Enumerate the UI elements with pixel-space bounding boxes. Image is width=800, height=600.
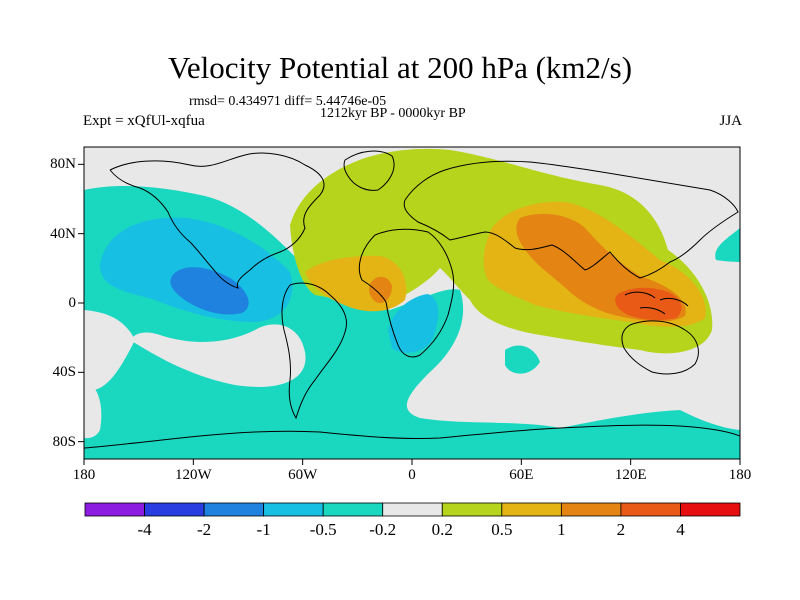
contour-atlantic-light-blue (388, 294, 439, 353)
chart-title: Velocity Potential at 200 hPa (km2/s) (167, 50, 633, 85)
coast-eurasia (403, 160, 739, 279)
colorbar-label: 1 (557, 520, 566, 539)
colorbar-label: 0.5 (491, 520, 513, 539)
contour-pacific-blue (170, 267, 249, 315)
x-tick-label: 0 (408, 467, 416, 483)
x-tick-label: 60W (288, 467, 318, 483)
y-tick-label: 0 (68, 295, 77, 311)
coastlines (84, 150, 740, 449)
x-tick-label: 60E (509, 467, 534, 483)
colorbar-swatch (322, 502, 384, 517)
x-tick-label: 180 (728, 467, 752, 483)
coast-greenland (343, 150, 395, 191)
colorbar-swatch (84, 502, 145, 517)
colorbar-swatch (620, 502, 681, 517)
colorbar (84, 502, 741, 517)
colorbar-swatch (203, 502, 265, 517)
y-tick-label: 80S (52, 433, 76, 450)
y-tick-label: 40N (50, 225, 76, 242)
y-tick-label: 40S (52, 364, 76, 381)
colorbar-swatch (680, 502, 741, 517)
coast-north-america (109, 152, 325, 289)
contour-pacific-negative-east (715, 228, 740, 262)
coast-australia (621, 320, 699, 375)
colorbar-label: -4 (137, 520, 152, 539)
contour-maritime-red (615, 287, 682, 321)
x-tick-label: 120W (174, 467, 212, 483)
coast-south-america (281, 282, 347, 420)
colorbar-label: -0.2 (369, 520, 397, 539)
colorbar-label: -0.5 (309, 520, 337, 539)
contour-southern-ocean-cut2 (84, 380, 102, 439)
experiment-label: Expt = xQfUl-xqfua (83, 113, 205, 129)
axis-ticks (78, 163, 741, 465)
colorbar-label: -1 (256, 520, 271, 539)
colorbar-swatch (382, 502, 443, 517)
coast-africa (358, 228, 455, 358)
x-tick-label: 180 (72, 467, 96, 483)
coast-maritime (624, 291, 689, 315)
colorbar-label: -2 (196, 520, 212, 539)
colorbar-swatch (263, 502, 324, 517)
colorbar-swatch (144, 502, 205, 517)
contour-africa-dark-orange (369, 276, 392, 304)
period-label: 1212kyr BP - 0000kyr BP (320, 106, 466, 121)
season-label: JJA (719, 113, 742, 129)
stats-line: rmsd= 0.434971 diff= 5.44746e-05 (189, 94, 387, 109)
colorbar-swatch (441, 502, 503, 517)
contour-southern-ocean-island (505, 345, 540, 374)
colorbar-label: 2 (616, 520, 626, 539)
x-tick-label: 120E (614, 467, 647, 483)
contour-southern-ocean-cut (130, 324, 306, 387)
colorbar-swatch (501, 502, 562, 517)
contour-field (84, 147, 740, 459)
y-tick-label: 80N (50, 156, 76, 173)
colorbar-label: 4 (676, 520, 685, 539)
colorbar-swatch (560, 502, 622, 517)
coast-antarctica (84, 424, 740, 449)
colorbar-label: 0.2 (431, 520, 453, 539)
